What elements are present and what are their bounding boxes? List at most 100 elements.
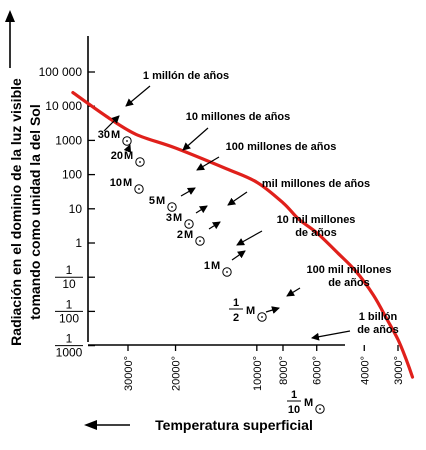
mass-denominator: 2 [233, 312, 239, 324]
mass-denominator: 10 [288, 404, 300, 416]
sun-symbol-dot [319, 408, 321, 410]
lifetime-annotation: mil millones de años [227, 178, 370, 206]
mass-value: 3 [166, 212, 172, 224]
y-tick-label: 10 [69, 202, 83, 216]
solar-mass-unit: M [184, 229, 193, 241]
sun-symbol-icon [167, 202, 177, 212]
lifetime-label: mil millones de años [262, 178, 370, 190]
y-tick-numerator: 1 [66, 297, 73, 311]
lifetime-annotation: 1 millón de años [125, 70, 229, 107]
y-axis-title-line-1: Radiación en el dominio de la luz visibl… [8, 78, 24, 346]
mass-arrow-icon [265, 306, 280, 314]
mass-value: 20 [111, 150, 123, 162]
y-tick-numerator: 1 [66, 263, 73, 277]
mass-arrow-icon [123, 144, 132, 153]
sun-symbol-icon [184, 219, 194, 229]
sun-symbol-dot [261, 316, 263, 318]
x-tick-label: 8000° [278, 356, 290, 385]
mass-value: 10 [110, 177, 122, 189]
sun-symbol-dot [171, 206, 173, 208]
x-tick-label: 10000° [252, 356, 264, 391]
lifetime-arrow-icon [227, 191, 248, 206]
y-tick-label: 10 000 [45, 99, 82, 113]
mass-arrow-icon [180, 187, 196, 197]
lifetime-annotation: 10 millones de años [182, 111, 291, 151]
sun-symbol-dot [139, 161, 141, 163]
sun-symbol-icon [134, 184, 144, 194]
sun-symbol-dot [188, 223, 190, 225]
y-tick-denominator: 1000 [56, 346, 83, 360]
mass-value: 30 [98, 129, 110, 141]
mass-numerator: 1 [291, 389, 297, 401]
y-tick-label: 100 [62, 168, 82, 182]
sun-symbol-icon [195, 236, 205, 246]
lifetime-label: 1 millón de años [143, 70, 229, 82]
y-tick-label: 1 [75, 236, 82, 250]
lifetime-label: 100 mil millones [307, 264, 392, 276]
y-tick-label: 100 000 [39, 65, 83, 79]
solar-mass-unit: M [111, 129, 120, 141]
solar-mass-unit: M [173, 212, 182, 224]
sun-symbol-dot [226, 271, 228, 273]
lifetime-arrow-icon [286, 287, 301, 297]
sun-symbol-dot [126, 140, 128, 142]
y-tick-denominator: 10 [62, 277, 76, 291]
lifetime-arrow-icon [196, 156, 220, 171]
lifetime-label: 10 millones de años [186, 111, 291, 123]
sun-symbol-icon [135, 157, 145, 167]
sun-symbol-icon [257, 312, 267, 322]
solar-mass-unit: M [304, 397, 313, 409]
lifetime-arrow-icon [236, 230, 263, 246]
solar-mass-unit: M [124, 150, 133, 162]
mass-arrow-icon [208, 221, 221, 230]
x-tick-label: 6000° [312, 356, 324, 385]
solar-mass-unit: M [123, 177, 132, 189]
stellar-mass-label: 10 M [110, 177, 144, 194]
mass-numerator: 1 [233, 297, 239, 309]
stellar-mass-label: 20 M [111, 144, 145, 167]
lifetime-arrow-icon [311, 330, 351, 341]
lifetime-label: de años [295, 227, 337, 239]
y-tick-label: 1000 [55, 133, 82, 147]
lifetime-annotation: 100 millones de años [196, 141, 337, 171]
solar-mass-unit: M [156, 195, 165, 207]
x-tick-label: 3000° [393, 356, 405, 385]
y-tick-numerator: 1 [66, 332, 73, 346]
lifetime-label: de años [357, 324, 399, 336]
sun-symbol-icon [315, 404, 325, 414]
lifetime-label: 100 millones de años [226, 141, 337, 153]
sun-symbol-dot [199, 240, 201, 242]
x-direction-arrow-icon [84, 420, 130, 430]
stellar-mass-label: 1 2M [229, 297, 280, 324]
lifetime-arrow-icon [182, 127, 209, 151]
lifetime-arrow-icon [125, 85, 151, 107]
mass-arrow-icon [231, 250, 246, 261]
sun-symbol-dot [138, 188, 140, 190]
main-sequence-curve [71, 91, 415, 379]
x-tick-label: 30000° [123, 356, 135, 391]
stellar-mass-label: 1 10 M [287, 389, 325, 416]
solar-mass-unit: M [211, 260, 220, 272]
mass-value: 2 [177, 229, 183, 241]
lifetime-label: 10 mil millones [277, 214, 356, 226]
mass-value: 1 [204, 260, 210, 272]
mass-value: 5 [149, 195, 155, 207]
solar-mass-unit: M [246, 305, 255, 317]
mass-arrow-icon [103, 115, 120, 132]
y-direction-arrow-icon [5, 10, 15, 68]
mass-arrow-icon [195, 205, 208, 214]
x-tick-label: 20000° [171, 356, 183, 391]
x-tick-label: 4000° [359, 356, 371, 385]
sun-symbol-icon [222, 267, 232, 277]
y-axis-title-line-2: tomando como unidad la del Sol [27, 104, 43, 319]
lifetime-label: 1 billón [359, 311, 398, 323]
lifetime-label: de años [328, 277, 370, 289]
y-tick-denominator: 100 [59, 311, 79, 325]
